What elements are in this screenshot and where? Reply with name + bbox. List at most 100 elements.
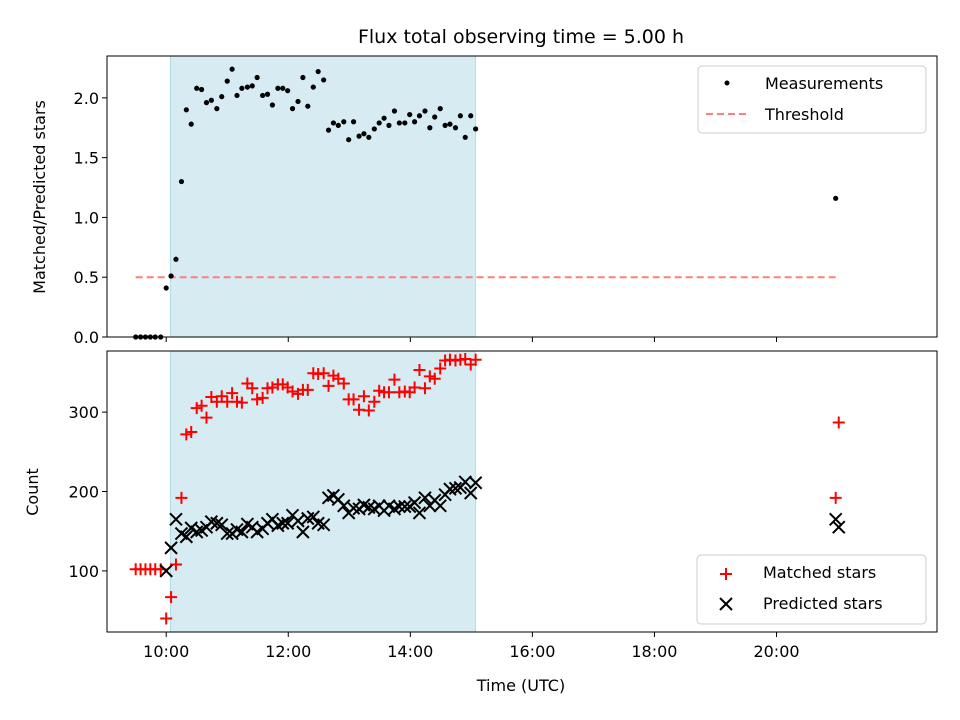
measurement-point: [447, 121, 453, 127]
predicted-stars-point: [179, 530, 194, 544]
measurement-point: [341, 119, 347, 125]
measurement-point: [305, 103, 311, 109]
matched-stars-point: [317, 367, 330, 380]
measurement-point: [396, 120, 402, 126]
ratio-axes-frame: [106, 55, 938, 338]
measurement-point: [407, 111, 413, 118]
predicted-stars-point: [464, 486, 478, 500]
predicted-stars-point: [164, 541, 178, 555]
legend-predicted-label: Predicted stars: [763, 594, 883, 613]
matched-stars-point: [169, 558, 182, 571]
y-tick-label: 1.0: [74, 208, 99, 227]
measurement-point: [411, 119, 418, 125]
measurement-point: [321, 77, 327, 83]
matched-stars-point: [301, 383, 314, 396]
matched-stars-point: [322, 379, 335, 392]
predicted-stars-point: [412, 506, 427, 520]
matched-stars-point: [256, 391, 269, 404]
measurement-point: [214, 106, 220, 112]
measurement-point: [264, 91, 271, 97]
measurement-point: [254, 74, 260, 81]
measurement-point: [234, 92, 240, 99]
measurement-point: [198, 86, 205, 93]
matched-stars-point: [160, 612, 173, 625]
measurement-point: [260, 92, 266, 99]
y-tick-label: 0.0: [74, 328, 99, 347]
ratio-points: [133, 66, 839, 340]
ratio-legend: Measurements Threshold: [697, 65, 927, 134]
measurement-point: [168, 273, 174, 279]
predicted-stars-point: [832, 520, 846, 534]
matched-stars-point: [434, 362, 447, 375]
matched-stars-point: [388, 373, 401, 386]
x-tick-label: 14:00: [387, 642, 433, 661]
legend-matched-label: Matched stars: [763, 563, 876, 582]
matched-stars-point: [246, 382, 259, 395]
measurement-point: [442, 122, 448, 128]
ratio-y-axis-label: Matched/Predicted stars: [30, 100, 49, 294]
count-points: [129, 352, 846, 625]
measurement-point: [275, 85, 281, 91]
predicted-stars-point: [468, 476, 483, 490]
measurement-point: [310, 84, 316, 90]
matched-stars-point: [469, 353, 482, 366]
predicted-stars-point: [169, 512, 183, 526]
count-x-ticks: 10:00 12:00 14:00 16:00 18:00 20:00: [143, 632, 800, 661]
matched-stars-point: [368, 395, 381, 408]
matched-stars-point: [413, 364, 426, 377]
predicted-stars-point: [220, 526, 234, 541]
predicted-stars-point: [280, 516, 295, 530]
predicted-stars-point: [346, 501, 361, 515]
measurement-point: [473, 126, 479, 132]
matched-stars-point: [829, 491, 842, 504]
measurement-point: [381, 115, 387, 121]
measurement-point: [452, 125, 459, 131]
measurement-point: [203, 100, 210, 106]
predicted-stars-point: [316, 518, 331, 532]
measurement-point: [269, 102, 275, 108]
matched-stars-point: [251, 393, 264, 406]
matched-stars-point: [235, 396, 248, 409]
count-y-axis-label: Count: [23, 468, 42, 516]
legend-matched-marker: [720, 568, 732, 580]
measurement-point: [346, 137, 352, 143]
matched-stars-point: [357, 390, 370, 403]
measurement-point: [224, 78, 230, 84]
observing-window-span: [169, 55, 477, 338]
predicted-stars-point: [433, 499, 447, 513]
measurement-point: [300, 74, 306, 81]
count-y-ticks: 100 200 300: [68, 403, 107, 581]
predicted-stars-point: [392, 499, 407, 514]
predicted-stars-point: [306, 510, 320, 524]
legend-measurements-marker: [724, 80, 730, 86]
matched-stars-point: [347, 393, 360, 406]
measurement-point: [249, 83, 255, 89]
matched-stars-point: [200, 411, 213, 424]
measurement-point: [239, 85, 245, 91]
measurement-point: [457, 113, 463, 119]
measurement-point: [462, 134, 468, 140]
measurement-point: [244, 84, 250, 90]
predicted-stars-point: [398, 499, 412, 514]
measurement-point: [422, 108, 428, 114]
measurement-point: [371, 126, 377, 132]
matched-stars-point: [185, 425, 198, 438]
measurement-point: [178, 178, 185, 185]
matched-stars-point: [215, 390, 228, 403]
measurement-point: [315, 68, 321, 75]
matched-stars-point: [382, 386, 395, 399]
matched-stars-point: [226, 387, 239, 400]
measurement-point: [330, 120, 337, 126]
measurement-point: [361, 131, 367, 137]
y-tick-label: 0.5: [74, 268, 99, 287]
predicted-stars-point: [190, 525, 204, 539]
x-tick-label: 16:00: [509, 642, 555, 661]
x-tick-label: 18:00: [631, 642, 677, 661]
y-tick-label: 100: [68, 562, 99, 581]
measurement-point: [325, 127, 332, 133]
x-tick-label: 12:00: [265, 642, 311, 661]
chart-title: Flux total observing time = 5.00 h: [358, 26, 684, 48]
measurement-point: [427, 125, 433, 131]
predicted-stars-point: [184, 521, 198, 535]
